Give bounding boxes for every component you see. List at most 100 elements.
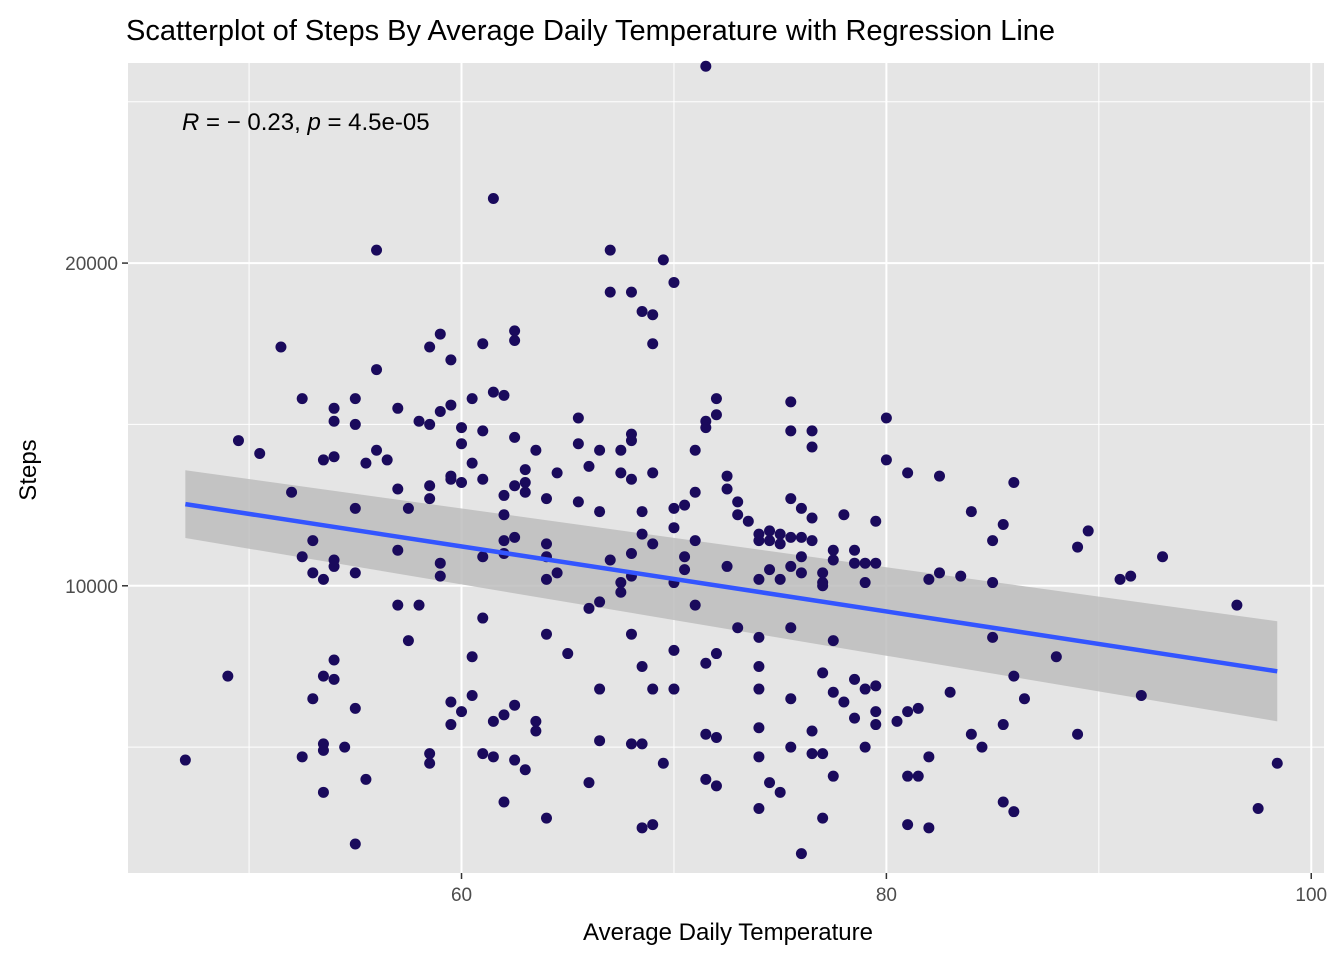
data-point <box>456 477 468 489</box>
data-point <box>509 754 521 766</box>
r-value: = − 0.23, <box>199 109 307 136</box>
data-point <box>519 464 531 476</box>
data-point <box>381 454 393 466</box>
data-point <box>753 751 765 763</box>
data-point <box>764 535 776 547</box>
data-point <box>498 796 510 808</box>
confidence-band-layer <box>185 470 1278 722</box>
data-point <box>540 628 552 640</box>
data-point <box>987 577 999 589</box>
data-point <box>1271 757 1283 769</box>
data-point <box>806 725 818 737</box>
data-point <box>392 483 404 495</box>
data-point <box>275 341 287 353</box>
data-point <box>540 493 552 505</box>
data-point <box>997 518 1009 530</box>
data-point <box>519 486 531 498</box>
data-point <box>753 660 765 672</box>
data-point <box>700 657 712 669</box>
data-point <box>519 764 531 776</box>
data-point <box>700 728 712 740</box>
data-point <box>530 725 542 737</box>
data-point <box>328 654 340 666</box>
data-point <box>434 328 446 340</box>
data-point <box>487 193 499 205</box>
p-value: = 4.5e-05 <box>321 109 430 136</box>
data-point <box>636 660 648 672</box>
data-point <box>371 444 383 456</box>
data-point <box>849 673 861 685</box>
data-point <box>477 425 489 437</box>
data-point <box>1231 599 1243 611</box>
data-point <box>615 577 627 589</box>
data-point <box>859 683 871 695</box>
data-point <box>572 438 584 450</box>
data-point <box>392 599 404 611</box>
data-point <box>487 386 499 398</box>
data-point <box>1072 541 1084 553</box>
data-point <box>870 719 882 731</box>
data-point <box>785 531 797 543</box>
data-point <box>424 757 436 769</box>
data-point <box>859 741 871 753</box>
data-point <box>838 696 850 708</box>
data-point <box>445 696 457 708</box>
data-point <box>307 535 319 547</box>
data-point <box>753 802 765 814</box>
data-point <box>328 451 340 463</box>
data-point <box>700 773 712 785</box>
data-point <box>647 819 659 831</box>
data-point <box>795 502 807 514</box>
data-point <box>923 751 935 763</box>
data-point <box>870 557 882 569</box>
data-point <box>498 535 510 547</box>
data-point <box>700 60 712 72</box>
data-point <box>371 244 383 256</box>
data-point <box>902 770 914 782</box>
y-axis-title: Steps <box>15 439 42 500</box>
x-axis-title: Average Daily Temperature <box>583 919 873 946</box>
data-point <box>806 425 818 437</box>
y-tick-label: 20000 <box>65 254 118 275</box>
data-point <box>1008 670 1020 682</box>
data-point <box>466 393 478 405</box>
data-point <box>232 435 244 447</box>
data-point <box>785 741 797 753</box>
data-point <box>774 786 786 798</box>
data-point <box>625 628 637 640</box>
r-symbol: R <box>182 109 199 136</box>
data-point <box>328 673 340 685</box>
data-point <box>891 715 903 727</box>
data-point <box>668 502 680 514</box>
data-point <box>434 406 446 418</box>
data-point <box>647 467 659 479</box>
data-point <box>296 751 308 763</box>
data-point <box>795 567 807 579</box>
data-point <box>487 715 499 727</box>
data-point <box>307 567 319 579</box>
data-point <box>732 509 744 521</box>
data-point <box>604 554 616 566</box>
data-point <box>519 477 531 489</box>
data-point <box>509 699 521 711</box>
data-point <box>827 686 839 698</box>
data-point <box>785 493 797 505</box>
data-point <box>753 722 765 734</box>
data-point <box>434 570 446 582</box>
data-point <box>360 773 372 785</box>
data-point <box>785 560 797 572</box>
data-point <box>1114 573 1126 585</box>
data-point <box>583 460 595 472</box>
data-point <box>1082 525 1094 537</box>
data-point <box>955 570 967 582</box>
data-point <box>551 467 563 479</box>
data-point <box>689 599 701 611</box>
data-point <box>530 715 542 727</box>
data-point <box>1125 570 1137 582</box>
data-point <box>880 412 892 424</box>
data-point <box>625 286 637 298</box>
data-point <box>509 531 521 543</box>
plot-panel <box>128 63 1324 873</box>
data-point <box>902 467 914 479</box>
data-point <box>594 735 606 747</box>
